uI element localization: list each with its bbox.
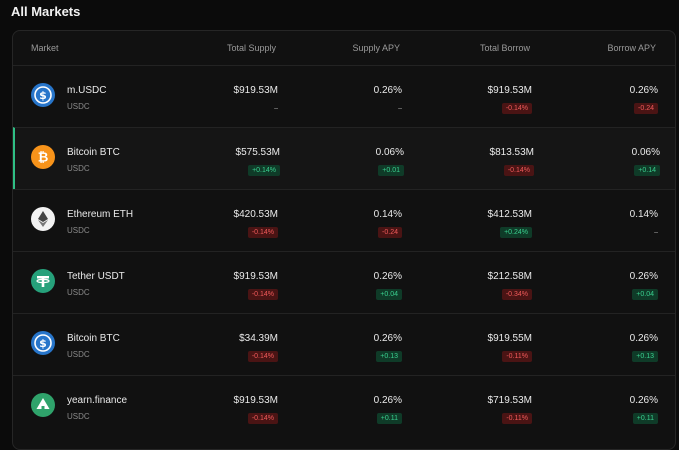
svg-text:$: $ <box>39 89 47 102</box>
cell-value: 0.06% <box>631 147 660 158</box>
cell-value: 0.26% <box>373 271 402 282</box>
cell-value: $575.53M <box>235 147 280 158</box>
change-badge: -0.14% <box>247 413 278 424</box>
market-row[interactable]: $ Bitcoin BTC USDC $34.39M -0.14% 0.26% +0.13 $… <box>13 313 675 375</box>
market-name: Ethereum ETH <box>67 209 134 220</box>
cell-value: 0.14% <box>629 209 658 220</box>
market-row[interactable]: ₿ Bitcoin BTC USDC $575.53M +0.14% 0.06% +0.01… <box>13 127 675 189</box>
change-badge: – <box>274 105 278 112</box>
cell-value: 0.14% <box>373 209 402 220</box>
change-badge: +0.04 <box>376 289 402 300</box>
change-badge: -0.14% <box>247 351 278 362</box>
market-row[interactable]: yearn.finance USDC $919.53M -0.14% 0.26% +0.1… <box>13 375 675 437</box>
change-badge: -0.14% <box>247 227 278 238</box>
change-badge: +0.13 <box>632 351 658 362</box>
change-badge: -0.14% <box>503 165 534 176</box>
cell-value: 0.26% <box>373 333 402 344</box>
market-sub: USDC <box>67 412 90 421</box>
market-sub: USDC <box>67 102 90 111</box>
change-badge: +0.04 <box>632 289 658 300</box>
cell-value: 0.26% <box>373 395 402 406</box>
change-badge: +0.01 <box>378 165 404 176</box>
column-header: Market <box>31 43 59 53</box>
change-badge: – <box>398 105 402 112</box>
market-row[interactable]: Ethereum ETH USDC $420.53M -0.14% 0.14% -0.24… <box>13 189 675 251</box>
cell-value: 0.26% <box>373 85 402 96</box>
cell-value: 0.26% <box>629 333 658 344</box>
cell-value: $919.53M <box>487 85 532 96</box>
svg-text:₿: ₿ <box>38 151 49 166</box>
cell-value: $919.55M <box>487 333 532 344</box>
change-badge: -0.14% <box>501 103 532 114</box>
cell-value: $412.53M <box>487 209 532 220</box>
section-title: All Markets <box>11 4 81 19</box>
cell-value: 0.26% <box>629 271 658 282</box>
market-sub: USDC <box>67 226 90 235</box>
markets-table: Market Total Supply Supply APY Total Borrow… <box>12 30 676 450</box>
change-badge: +0.14% <box>248 165 280 176</box>
market-sub: USDC <box>67 350 90 359</box>
token-icon <box>31 207 55 231</box>
cell-value: $813.53M <box>489 147 534 158</box>
market-name: yearn.finance <box>67 395 128 406</box>
change-badge: +0.11 <box>632 413 658 424</box>
page: All Markets Market Total Supply Supply APY… <box>11 4 676 450</box>
market-row[interactable]: Tether USDT USDC $919.53M -0.14% 0.26% +0.04 $… <box>13 251 675 313</box>
cell-value: $919.53M <box>233 395 278 406</box>
market-name: Tether USDT <box>67 271 125 282</box>
change-badge: -0.11% <box>502 351 532 362</box>
column-header: Total Supply <box>226 43 276 53</box>
market-name: Bitcoin BTC <box>67 333 120 344</box>
change-badge: -0.24 <box>378 227 402 238</box>
change-badge: +0.13 <box>376 351 402 362</box>
market-row[interactable]: $ m.USDC USDC $919.53M – 0.26% – $919.53M -0.14%… <box>13 65 675 127</box>
token-icon <box>31 269 55 293</box>
column-header: Borrow APY <box>607 43 656 53</box>
cell-value: $420.53M <box>233 209 278 220</box>
token-icon: $ <box>31 83 55 107</box>
market-name: m.USDC <box>67 85 107 96</box>
change-badge: – <box>654 229 658 236</box>
token-icon <box>31 393 55 417</box>
column-header: Supply APY <box>352 43 400 53</box>
change-badge: -0.11% <box>502 413 532 424</box>
cell-value: 0.06% <box>375 147 404 158</box>
token-icon: $ <box>31 331 55 355</box>
column-header: Total Borrow <box>479 43 530 53</box>
market-sub: USDC <box>67 288 90 297</box>
change-badge: +0.11 <box>376 413 402 424</box>
cell-value: $212.58M <box>487 271 532 282</box>
svg-text:$: $ <box>39 337 47 350</box>
cell-value: $719.53M <box>487 395 532 406</box>
cell-value: $34.39M <box>239 333 278 344</box>
cell-value: 0.26% <box>629 395 658 406</box>
change-badge: -0.34% <box>501 289 532 300</box>
change-badge: +0.14 <box>634 165 660 176</box>
cell-value: $919.53M <box>233 85 278 96</box>
market-sub: USDC <box>67 164 90 173</box>
cell-value: $919.53M <box>233 271 278 282</box>
change-badge: -0.24 <box>634 103 658 114</box>
change-badge: +0.24% <box>500 227 532 238</box>
market-name: Bitcoin BTC <box>67 147 120 158</box>
token-icon: ₿ <box>31 145 55 169</box>
cell-value: 0.26% <box>629 85 658 96</box>
change-badge: -0.14% <box>247 289 278 300</box>
